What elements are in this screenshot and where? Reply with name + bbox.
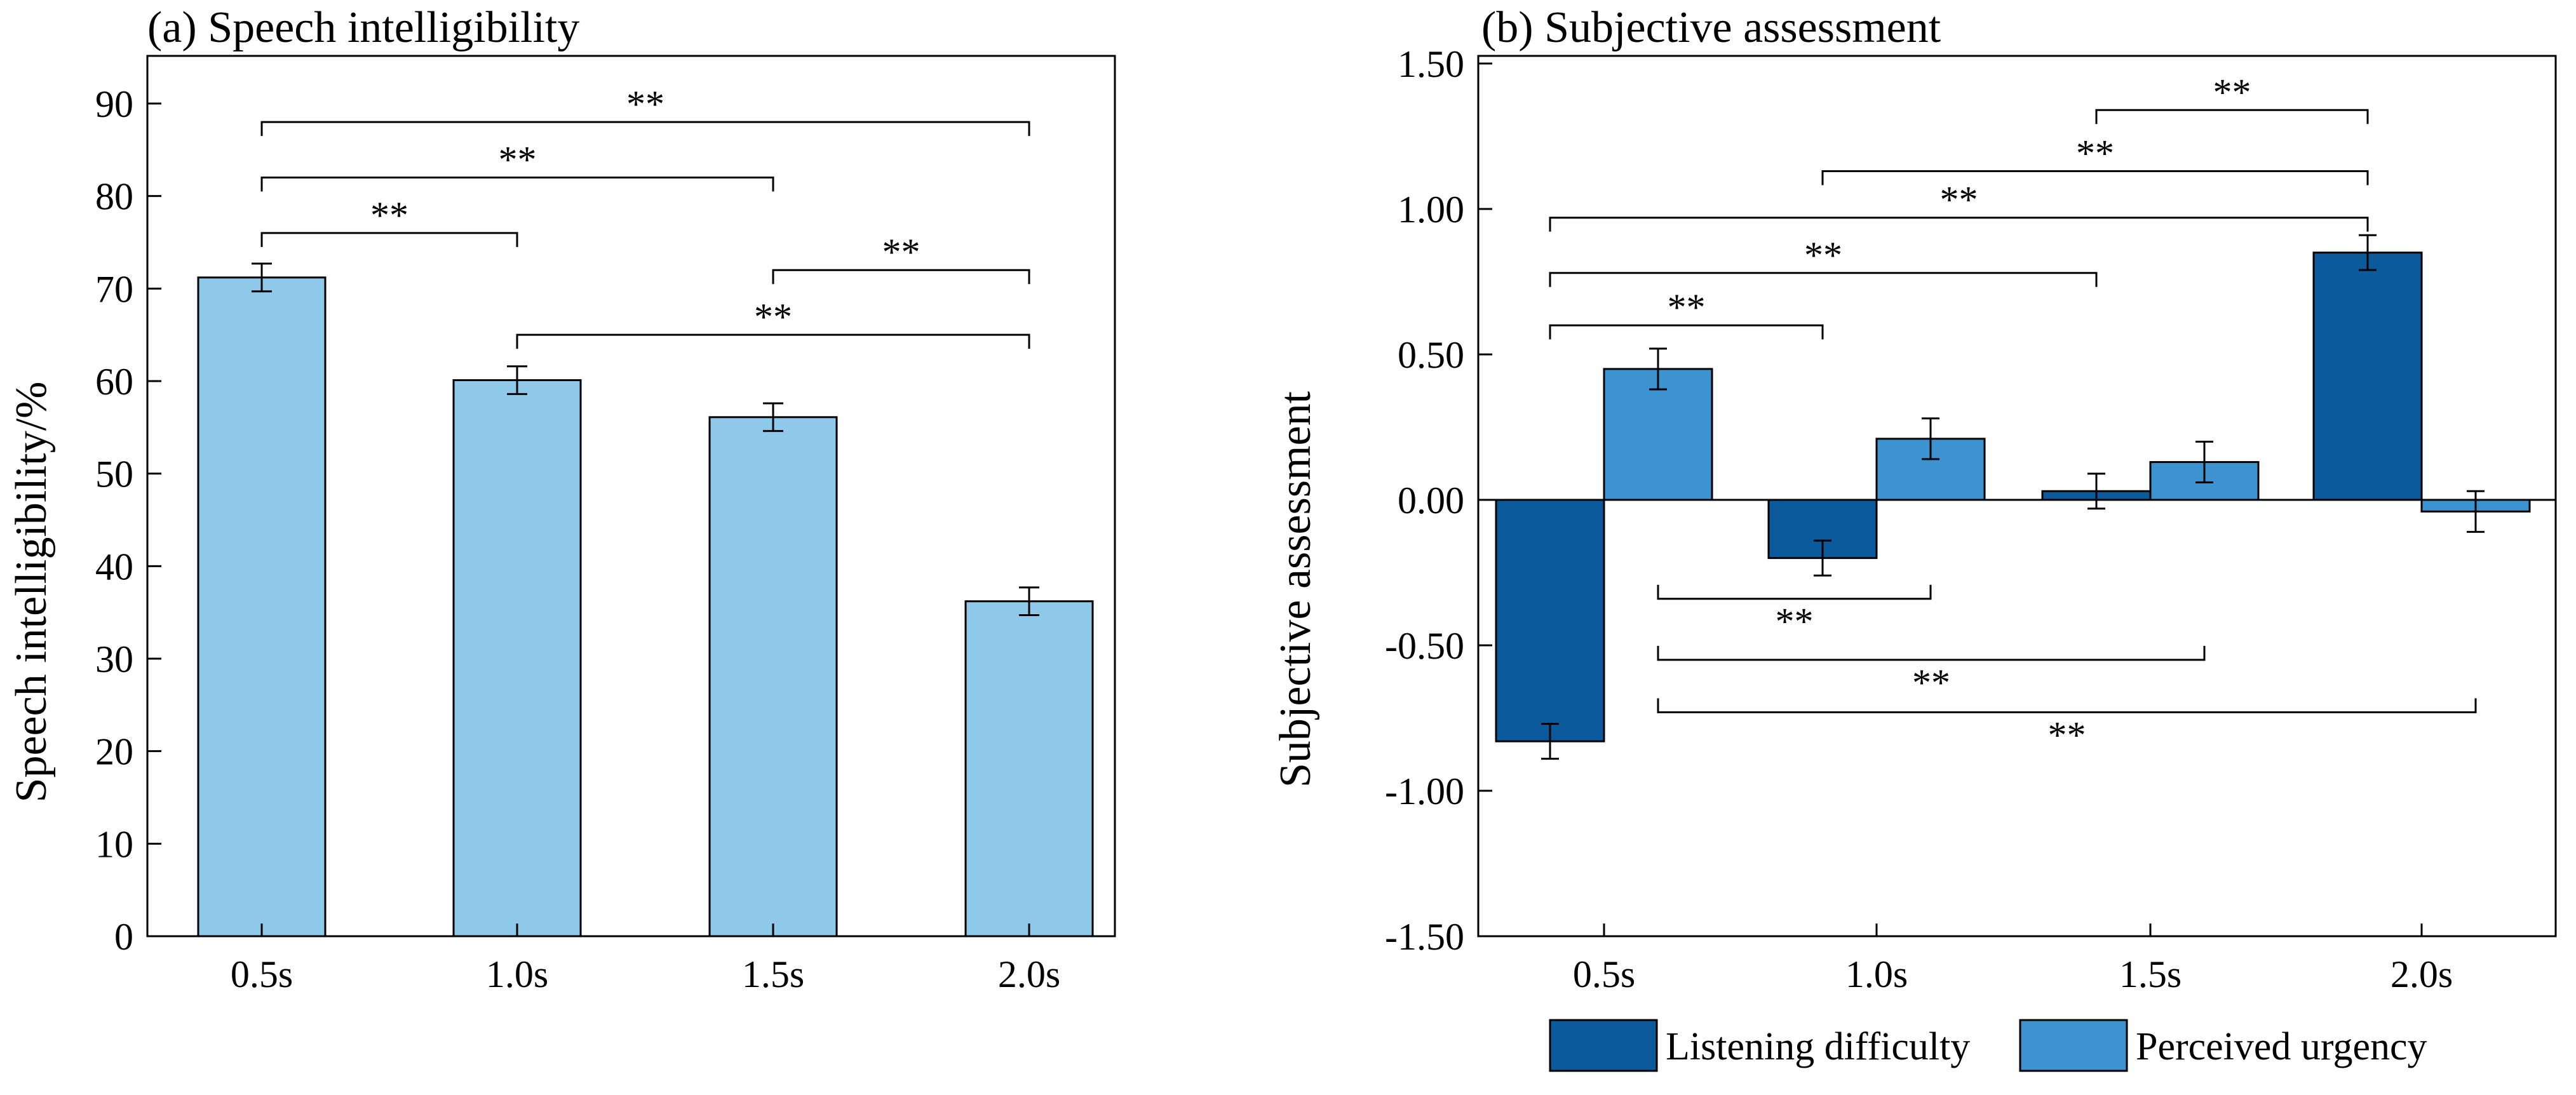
- legend-label-perceived-urgency: Perceived urgency: [2136, 1025, 2427, 1068]
- x-tick-label: 1.0s: [486, 953, 548, 995]
- legend-item-perceived-urgency: Perceived urgency: [2019, 1019, 2427, 1072]
- y-tick-label: 10: [95, 823, 133, 865]
- x-tick-label: 1.5s: [742, 953, 804, 995]
- y-tick-label: 0: [114, 916, 133, 958]
- panel-b-legend: Listening difficulty Perceived urgency: [1549, 1019, 2427, 1072]
- significance-bracket: [260, 177, 774, 192]
- significance-label: **: [370, 194, 408, 236]
- significance-bracket: [516, 333, 1030, 349]
- significance-label: **: [2048, 714, 2086, 756]
- significance-bracket: [1821, 170, 2369, 185]
- panel-b-plot-frame: [1477, 55, 2557, 937]
- x-tick-label: 2.0s: [998, 953, 1060, 995]
- legend-swatch-listening-difficulty: [1549, 1019, 1658, 1072]
- significance-label: **: [1940, 179, 1978, 221]
- significance-label: **: [754, 296, 792, 338]
- legend-swatch-perceived-urgency: [2019, 1019, 2128, 1072]
- bar: [452, 379, 582, 937]
- panel-b-y-ticks: -1.50 -1.00 -0.50 0.00 0.50 1.00 1.50: [1385, 43, 1492, 958]
- significance-label: **: [1804, 234, 1842, 276]
- bar: [2312, 252, 2423, 501]
- y-tick-label: 50: [95, 453, 133, 495]
- panel-a-y-axis-label: Speech intelligibility/%: [7, 382, 56, 803]
- y-tick-label: 30: [95, 638, 133, 680]
- y-tick-label: -0.50: [1385, 625, 1464, 667]
- panel-a-x-ticks: 0.5s 1.0s 1.5s 2.0s: [231, 924, 1060, 995]
- significance-label: **: [2213, 71, 2251, 113]
- significance-bracket: [1549, 324, 1824, 340]
- significance-bracket: [260, 121, 1030, 137]
- panel-b-x-ticks: 0.5s 1.0s 1.5s 2.0s: [1573, 924, 2453, 995]
- significance-bracket: [1657, 698, 2477, 713]
- significance-label: **: [1776, 601, 1814, 643]
- significance-label: **: [499, 139, 537, 181]
- significance-bracket: [1657, 645, 2206, 661]
- panel-b-y-axis-label: Subjective assessment: [1271, 391, 1320, 788]
- y-tick-label: 60: [95, 361, 133, 403]
- significance-label: **: [626, 83, 664, 125]
- significance-label: **: [882, 231, 920, 273]
- y-tick-label: 1.00: [1398, 189, 1464, 231]
- panel-b-subjective-assessment: (b) Subjective assessment Subjective ass…: [1271, 3, 2557, 1072]
- y-tick-label: 0.00: [1398, 480, 1464, 521]
- significance-bracket: [772, 269, 1030, 285]
- significance-label: **: [1912, 662, 1950, 704]
- x-tick-label: 0.5s: [231, 953, 293, 995]
- significance-bracket: [1549, 272, 2098, 287]
- panel-a-title: (a) Speech intelligibility: [147, 3, 579, 52]
- panel-b-title: (b) Subjective assessment: [1481, 3, 1941, 52]
- panel-a-speech-intelligibility: (a) Speech intelligibility Speech intell…: [7, 3, 1116, 995]
- x-tick-label: 0.5s: [1573, 953, 1635, 995]
- panel-b-bars: [1495, 234, 2531, 760]
- y-tick-label: 40: [95, 546, 133, 588]
- significance-bracket: [1657, 584, 1932, 600]
- x-tick-label: 2.0s: [2391, 953, 2453, 995]
- y-tick-label: -1.00: [1385, 770, 1464, 812]
- panel-a-y-ticks: 0 10 20 30 40 50 60 70 80 90: [95, 83, 161, 958]
- bar: [964, 600, 1094, 937]
- y-tick-label: 70: [95, 268, 133, 310]
- panel-a-bars: [197, 262, 1094, 937]
- panel-b-significance: ** ** ** ** ** ** ** **: [1549, 71, 2477, 756]
- y-tick-label: 0.50: [1398, 334, 1464, 376]
- significance-bracket: [1549, 217, 2369, 232]
- bar: [197, 276, 327, 937]
- significance-label: **: [2076, 132, 2114, 174]
- y-tick-label: 80: [95, 176, 133, 218]
- bar: [1495, 499, 1605, 742]
- significance-label: **: [1668, 286, 1706, 328]
- y-tick-label: 1.50: [1398, 43, 1464, 85]
- y-tick-label: 20: [95, 731, 133, 773]
- bar: [708, 416, 838, 937]
- panel-a-significance: ** ** ** ** **: [260, 83, 1030, 349]
- y-tick-label: 90: [95, 83, 133, 125]
- x-tick-label: 1.0s: [1845, 953, 1908, 995]
- legend-label-listening-difficulty: Listening difficulty: [1666, 1025, 1970, 1068]
- x-tick-label: 1.5s: [2119, 953, 2182, 995]
- significance-bracket: [2095, 109, 2369, 124]
- legend-item-listening-difficulty: Listening difficulty: [1549, 1019, 1970, 1072]
- y-tick-label: -1.50: [1385, 916, 1464, 958]
- significance-bracket: [260, 232, 518, 247]
- panel-a-plot-frame: [146, 55, 1116, 937]
